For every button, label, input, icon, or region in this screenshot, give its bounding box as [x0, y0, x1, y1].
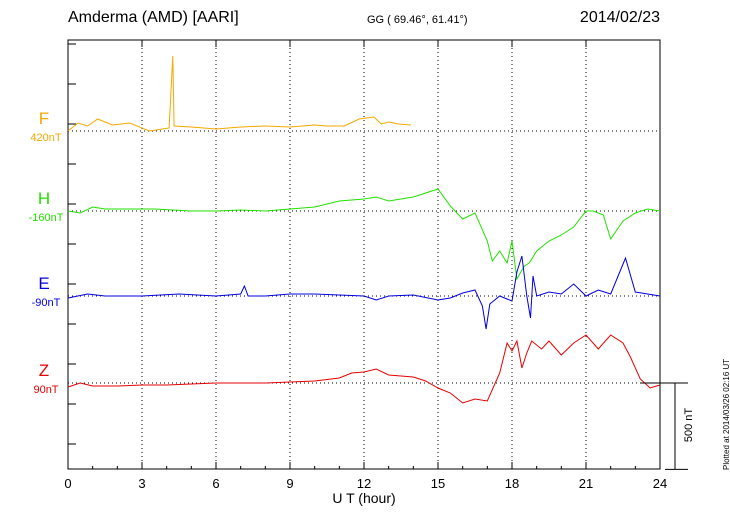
x-tick-label: 18 — [505, 476, 519, 491]
x-tick-label: 9 — [286, 476, 293, 491]
series-base-e: -90nT — [32, 297, 61, 309]
x-tick-label: 3 — [138, 476, 145, 491]
series-label-z: Z — [39, 361, 49, 380]
series-line-h — [67, 188, 661, 281]
series-line-z — [67, 334, 661, 404]
station-title: Amderma (AMD) [AARI] — [68, 9, 239, 26]
x-tick-label: 6 — [212, 476, 219, 491]
series-line-e — [67, 255, 661, 330]
series-label-f: F — [39, 109, 49, 128]
series-base-f: 420nT — [30, 132, 61, 144]
x-axis-label: U T (hour) — [332, 490, 395, 506]
station-coordinates: GG ( 69.46°, 61.41°) — [367, 14, 468, 26]
series-label-e: E — [38, 274, 49, 293]
series-line-f — [67, 55, 411, 132]
series-label-h: H — [38, 189, 50, 208]
x-tick-label: 0 — [64, 476, 71, 491]
scale-bar-label: 500 nT — [683, 408, 695, 443]
x-tick-label: 21 — [579, 476, 593, 491]
series-base-h: -160nT — [29, 212, 64, 224]
record-date: 2014/02/23 — [579, 9, 660, 26]
x-tick-label: 24 — [653, 476, 667, 491]
series-base-z: 90nT — [33, 384, 58, 396]
x-tick-label: 12 — [357, 476, 371, 491]
x-tick-label: 15 — [431, 476, 445, 491]
